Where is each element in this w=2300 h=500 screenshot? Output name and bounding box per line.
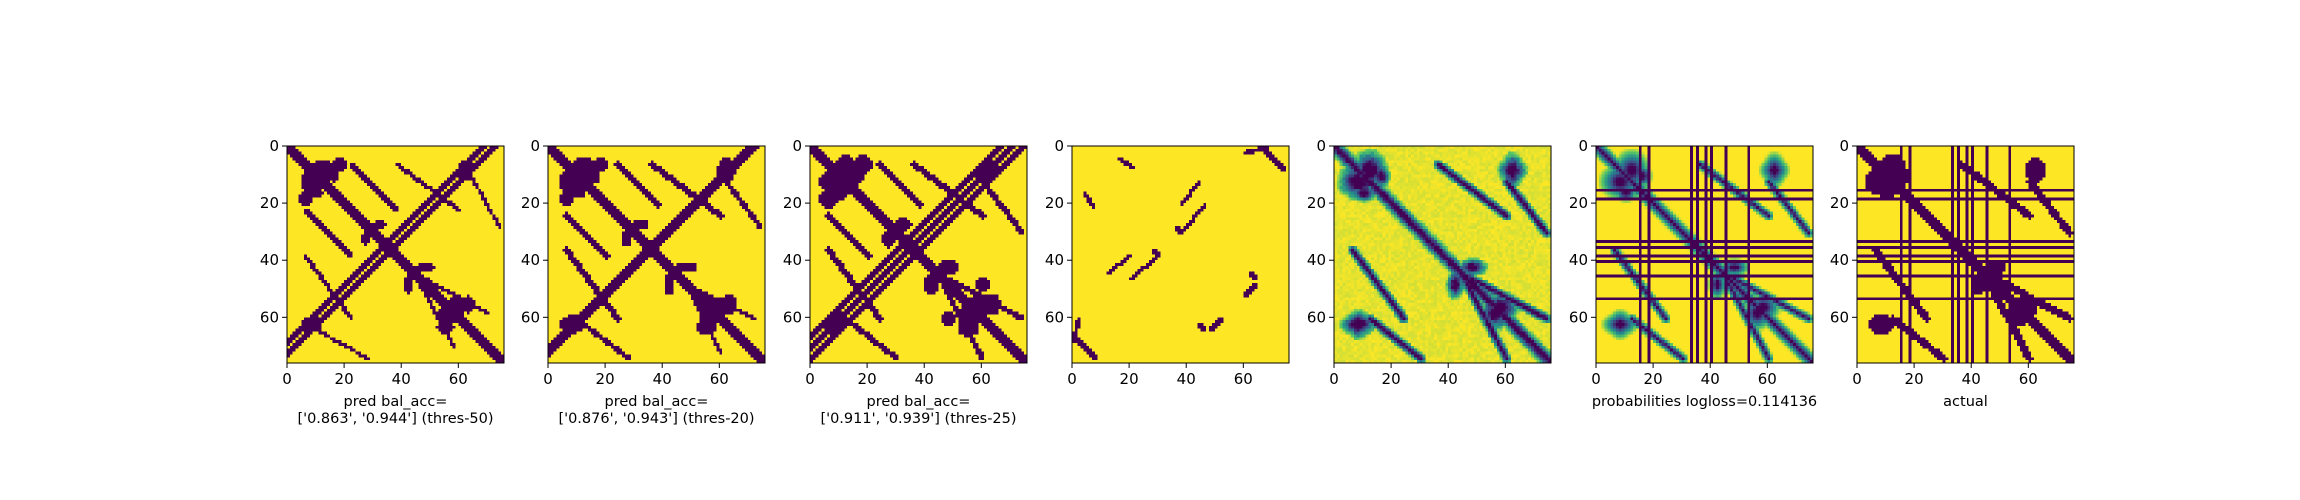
x-tick-label: 40: [653, 370, 672, 388]
heatmap-cells: [287, 146, 504, 363]
plot-frame: [286, 145, 505, 364]
x-tick-label: 0: [1591, 370, 1601, 388]
y-tick-label: 0: [1316, 137, 1326, 155]
y-tick-label: 20: [783, 194, 802, 212]
y-tick-label: 40: [1569, 251, 1588, 269]
x-tick-label: 60: [710, 370, 729, 388]
y-tick-label: 0: [269, 137, 279, 155]
x-tick-label: 20: [1644, 370, 1663, 388]
x-tick-label: 40: [1439, 370, 1458, 388]
x-axis-label: ['0.911', '0.939'] (thres-25): [820, 411, 1016, 427]
x-tick-label: 0: [1852, 370, 1862, 388]
x-tick-label: 40: [1962, 370, 1981, 388]
x-tick-label: 60: [1758, 370, 1777, 388]
y-tick-label: 20: [521, 194, 540, 212]
x-tick-label: 0: [282, 370, 292, 388]
heatmap-cells: [1596, 146, 1813, 363]
y-tick-label: 40: [260, 251, 279, 269]
x-axis-label: pred bal_acc=: [605, 394, 709, 410]
y-tick-label: 0: [1054, 137, 1064, 155]
x-tick-label: 60: [972, 370, 991, 388]
x-tick-label: 40: [392, 370, 411, 388]
y-tick-label: 20: [1830, 194, 1849, 212]
y-tick-label: 20: [1307, 194, 1326, 212]
x-axis-label: actual: [1943, 394, 1988, 410]
x-tick-label: 60: [1234, 370, 1253, 388]
x-tick-label: 40: [1701, 370, 1720, 388]
heatmap-cells: [810, 146, 1027, 363]
plot-frame: [809, 145, 1028, 364]
heatmap-cells: [1334, 146, 1551, 363]
y-tick-label: 0: [1578, 137, 1588, 155]
y-tick-label: 40: [1307, 251, 1326, 269]
y-tick-label: 0: [1839, 137, 1849, 155]
x-axis-label: probabilities logloss=0.114136: [1592, 394, 1817, 410]
y-tick-label: 60: [1307, 308, 1326, 326]
x-tick-label: 20: [858, 370, 877, 388]
y-tick-label: 20: [260, 194, 279, 212]
y-tick-label: 60: [1830, 308, 1849, 326]
y-tick-label: 60: [521, 308, 540, 326]
plot-frame: [547, 145, 766, 364]
x-tick-label: 20: [1382, 370, 1401, 388]
y-tick-label: 20: [1045, 194, 1064, 212]
x-tick-label: 20: [1905, 370, 1924, 388]
y-tick-label: 40: [521, 251, 540, 269]
heatmap-panel-7: 0 20 40 60 0 20 40 60 actual: [1830, 137, 2075, 410]
x-axis-label: pred bal_acc=: [867, 394, 971, 410]
heatmap-panel-4: 0 20 40 60 0 20 40 60: [1045, 137, 1290, 388]
x-tick-label: 0: [805, 370, 815, 388]
y-tick-label: 0: [792, 137, 802, 155]
x-tick-label: 40: [915, 370, 934, 388]
plot-frame: [1333, 145, 1552, 364]
x-tick-label: 0: [1067, 370, 1077, 388]
plot-frame: [1595, 145, 1814, 364]
y-tick-label: 60: [260, 308, 279, 326]
x-tick-label: 40: [1177, 370, 1196, 388]
y-tick-label: 20: [1569, 194, 1588, 212]
x-axis-label: ['0.876', '0.943'] (thres-20): [558, 411, 754, 427]
y-tick-label: 40: [1830, 251, 1849, 269]
x-tick-label: 20: [596, 370, 615, 388]
y-tick-label: 0: [530, 137, 540, 155]
x-tick-label: 0: [543, 370, 553, 388]
plot-frame: [1071, 145, 1290, 364]
y-tick-label: 40: [1045, 251, 1064, 269]
x-axis-label: pred bal_acc=: [344, 394, 448, 410]
heatmap-panel-5: 0 20 40 60 0 20 40 60: [1307, 137, 1552, 388]
x-axis-label: ['0.863', '0.944'] (thres-50): [297, 411, 493, 427]
y-tick-label: 60: [783, 308, 802, 326]
y-tick-label: 60: [1569, 308, 1588, 326]
x-tick-label: 60: [449, 370, 468, 388]
x-tick-label: 0: [1329, 370, 1339, 388]
plot-frame: [1856, 145, 2075, 364]
heatmap-panel-6: 0 20 40 60 0 20 40 60 probabilities logloss=0.11…: [1569, 137, 1817, 410]
heatmap-cells: [1857, 146, 2074, 363]
x-tick-label: 60: [2019, 370, 2038, 388]
x-tick-label: 20: [1120, 370, 1139, 388]
x-tick-label: 20: [335, 370, 354, 388]
y-tick-label: 60: [1045, 308, 1064, 326]
x-tick-label: 60: [1496, 370, 1515, 388]
heatmap-cells: [548, 146, 765, 363]
heatmap-cells: [1072, 146, 1289, 363]
y-tick-label: 40: [783, 251, 802, 269]
